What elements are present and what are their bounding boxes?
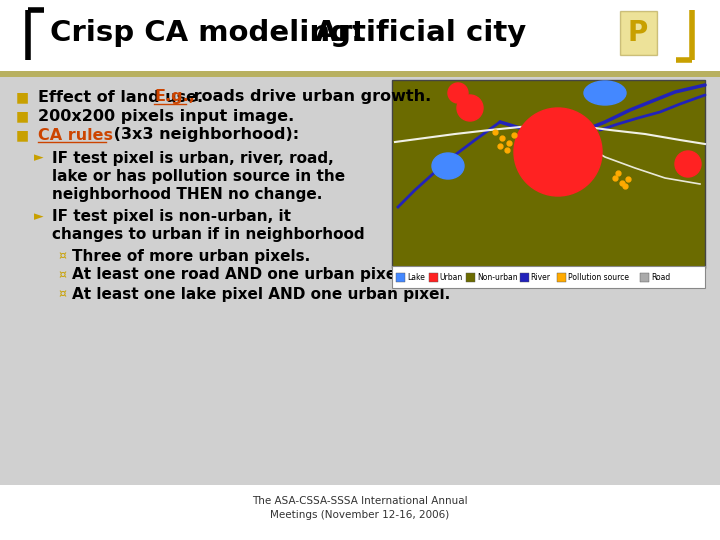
Bar — [466, 273, 474, 282]
Text: IF test pixel is urban, river, road,: IF test pixel is urban, river, road, — [52, 151, 334, 165]
FancyBboxPatch shape — [0, 0, 720, 72]
Text: At least one lake pixel AND one urban pixel.: At least one lake pixel AND one urban pi… — [72, 287, 450, 301]
Text: 200x200 pixels input image.: 200x200 pixels input image. — [38, 109, 294, 124]
Ellipse shape — [432, 153, 464, 179]
FancyBboxPatch shape — [0, 71, 720, 77]
Bar — [396, 273, 405, 282]
Circle shape — [514, 108, 602, 196]
Text: ■: ■ — [16, 128, 29, 142]
Text: At least one road AND one urban pixels.: At least one road AND one urban pixels. — [72, 267, 416, 282]
FancyBboxPatch shape — [392, 266, 705, 288]
Text: Urban: Urban — [440, 273, 463, 281]
Text: roads drive urban growth.: roads drive urban growth. — [188, 90, 431, 105]
Text: Crisp CA modeling:: Crisp CA modeling: — [50, 19, 363, 47]
Text: Three of more urban pixels.: Three of more urban pixels. — [72, 248, 310, 264]
Text: ►: ► — [34, 211, 44, 224]
Text: ¤: ¤ — [58, 249, 66, 262]
Ellipse shape — [584, 81, 626, 105]
Text: ■: ■ — [16, 109, 29, 123]
Text: ■: ■ — [16, 90, 29, 104]
Text: Lake: Lake — [407, 273, 425, 281]
Text: E.g.,: E.g., — [154, 90, 195, 105]
Text: ►: ► — [34, 152, 44, 165]
Text: (3x3 neighborhood):: (3x3 neighborhood): — [108, 127, 299, 143]
Text: Artificial city: Artificial city — [305, 19, 526, 47]
Bar — [520, 273, 528, 282]
Text: Pollution source: Pollution source — [567, 273, 629, 281]
Text: The ASA-CSSA-SSSA International Annual
Meetings (November 12-16, 2006): The ASA-CSSA-SSSA International Annual M… — [252, 496, 468, 520]
Circle shape — [448, 83, 468, 103]
Text: ¤: ¤ — [58, 287, 66, 300]
Text: ¤: ¤ — [58, 268, 66, 281]
Bar — [557, 273, 566, 282]
Text: Effect of land use.: Effect of land use. — [38, 90, 209, 105]
Text: Road: Road — [651, 273, 670, 281]
Text: IF test pixel is non-urban, it: IF test pixel is non-urban, it — [52, 210, 291, 225]
Text: Non-urban: Non-urban — [477, 273, 518, 281]
Bar — [640, 273, 649, 282]
Text: neighborhood THEN no change.: neighborhood THEN no change. — [52, 186, 323, 201]
Text: CA rules: CA rules — [38, 127, 113, 143]
Text: P: P — [628, 19, 648, 47]
Text: changes to urban if in neighborhood: changes to urban if in neighborhood — [52, 227, 364, 242]
Text: lake or has pollution source in the: lake or has pollution source in the — [52, 168, 345, 184]
FancyBboxPatch shape — [0, 77, 720, 485]
Circle shape — [675, 151, 701, 177]
Circle shape — [457, 95, 483, 121]
FancyBboxPatch shape — [392, 80, 705, 268]
Bar — [429, 273, 438, 282]
Text: River: River — [531, 273, 551, 281]
